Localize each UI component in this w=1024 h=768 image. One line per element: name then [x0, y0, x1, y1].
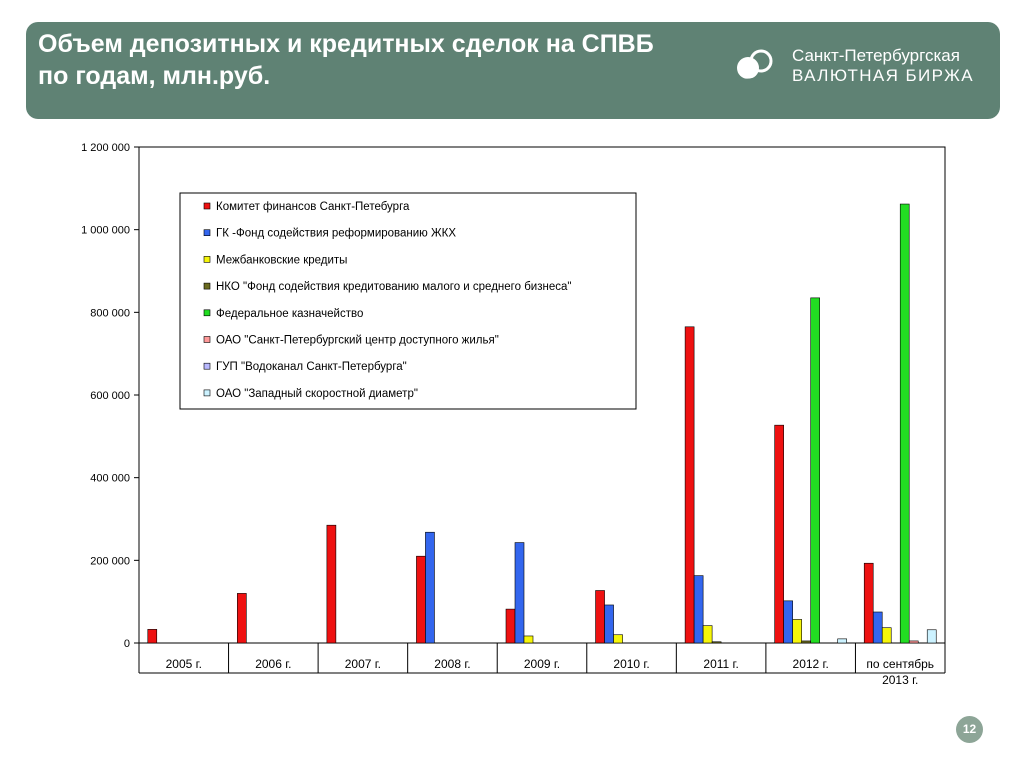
logo-line-1: Санкт-Петербургская [792, 46, 960, 65]
bar [684, 326, 695, 644]
x-tick-label: 2008 г. [434, 657, 470, 671]
y-tick-label: 1 000 000 [81, 225, 130, 237]
header-banner: Объем депозитных и кредитных сделок на С… [26, 22, 1000, 119]
bar [899, 203, 910, 644]
bar [425, 531, 435, 644]
bar [711, 641, 722, 644]
bar [604, 604, 614, 644]
legend-swatch [203, 309, 211, 317]
legend-swatch [203, 229, 211, 236]
page-title: Объем депозитных и кредитных сделок на С… [38, 30, 654, 90]
x-tick-label: 2012 г. [793, 657, 829, 671]
bar [837, 638, 847, 644]
x-tick-label: 2006 г. [255, 657, 291, 671]
logo-line-2: ВАЛЮТНАЯ БИРЖА [792, 66, 975, 85]
bar [147, 629, 158, 644]
legend-item-label: Федеральное казначейство [216, 308, 363, 320]
bar [693, 575, 704, 644]
x-tick-label: 2005 г. [166, 657, 202, 671]
page-number-badge: 12 [956, 716, 983, 743]
legend-swatch [203, 202, 211, 210]
x-tick-label: 2010 г. [613, 657, 649, 671]
bar [237, 593, 247, 644]
bar [326, 524, 337, 644]
bar [702, 625, 713, 644]
legend-item-label: ОАО "Санкт-Петербургский центр доступног… [216, 335, 499, 347]
bar [514, 542, 525, 644]
y-tick-label: 0 [124, 638, 130, 650]
x-tick-label: по сентябрь 2013 г. [866, 657, 934, 687]
bar [783, 600, 793, 644]
x-tick-label: 2011 г. [703, 657, 738, 671]
bar [881, 627, 892, 644]
x-tick-label: 2007 г. [345, 657, 381, 671]
y-tick-label: 200 000 [90, 555, 130, 567]
legend-item-label: ГУП "Водоканал Санкт-Петербурга" [216, 361, 407, 373]
bar [613, 634, 623, 644]
x-tick-label: 2009 г. [524, 657, 560, 671]
legend-swatch [203, 282, 211, 290]
legend-box [179, 192, 637, 410]
bar [595, 590, 605, 644]
y-tick-label: 600 000 [90, 390, 130, 402]
y-tick-label: 800 000 [90, 307, 130, 319]
exchange-logo-text: Санкт-Петербургская ВАЛЮТНАЯ БИРЖА [792, 46, 974, 86]
y-tick-label: 400 000 [90, 473, 130, 485]
legend-swatch [203, 336, 211, 343]
exchange-logo-icon [735, 49, 773, 82]
bar [926, 629, 937, 644]
legend-item-label: ОАО "Западный скоростной диаметр" [216, 388, 418, 400]
legend-swatch [203, 389, 211, 397]
bar [774, 424, 784, 644]
legend-item-label: НКО "Фонд содействия кредитованию малого… [216, 281, 571, 293]
bar [416, 555, 426, 644]
bar [810, 297, 820, 644]
legend-item-label: ГК -Фонд содействия реформированию ЖКХ [216, 228, 456, 240]
bar [505, 608, 516, 644]
y-tick-label: 1 200 000 [81, 142, 130, 154]
legend-item-label: Комитет финансов Санкт-Петебурга [216, 201, 410, 213]
bar [908, 640, 919, 644]
bar [801, 640, 811, 644]
bar [792, 619, 802, 644]
bar [523, 635, 534, 644]
legend-swatch [203, 362, 211, 370]
legend-item-label: Межбанковские кредиты [216, 254, 347, 266]
legend-swatch [203, 256, 211, 263]
bar [872, 611, 883, 644]
bar [863, 562, 874, 644]
